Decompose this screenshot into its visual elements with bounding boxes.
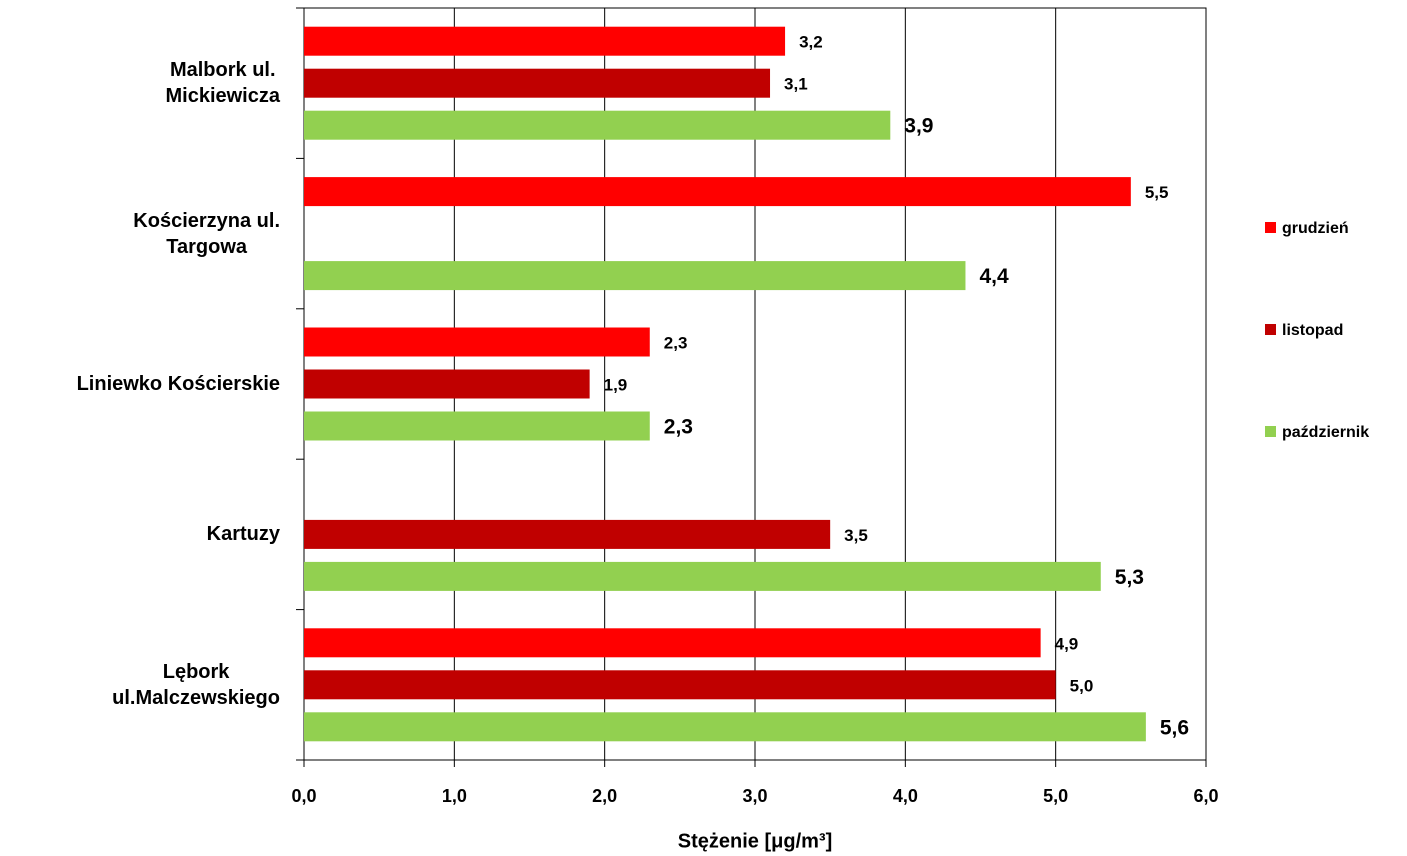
y-tick-label: Liniewko Kościerskie xyxy=(76,373,280,395)
bar xyxy=(304,261,966,291)
bar xyxy=(304,177,1131,207)
bar xyxy=(304,411,650,441)
legend-item: listopad xyxy=(1265,322,1395,424)
bar xyxy=(304,26,786,56)
x-tick-label: 0,0 xyxy=(291,786,316,806)
value-label: 4,9 xyxy=(1055,634,1079,653)
legend-item: październik xyxy=(1265,424,1395,526)
bar xyxy=(304,369,590,399)
y-tick-label: Kościerzyna ul. Targowa xyxy=(133,209,280,258)
legend-swatch xyxy=(1265,426,1276,437)
x-tick-label: 3,0 xyxy=(742,786,767,806)
value-label: 3,2 xyxy=(799,33,823,52)
x-tick-label: 4,0 xyxy=(893,786,918,806)
value-label: 2,3 xyxy=(664,416,693,439)
legend: grudzień listopad październik xyxy=(1265,220,1395,526)
value-label: 4,4 xyxy=(979,265,1009,288)
legend-swatch xyxy=(1265,222,1276,233)
bar xyxy=(304,712,1146,742)
bar xyxy=(304,519,831,549)
legend-item: grudzień xyxy=(1265,220,1395,322)
value-label: 5,0 xyxy=(1070,676,1094,695)
y-tick-label: Lębork ul.Malczewskiego xyxy=(112,660,280,709)
bar xyxy=(304,110,891,140)
x-tick-label: 6,0 xyxy=(1193,786,1218,806)
x-tick-label: 1,0 xyxy=(442,786,467,806)
value-label: 1,9 xyxy=(604,375,628,394)
legend-label: grudzień xyxy=(1282,220,1349,237)
y-tick-label: Kartuzy xyxy=(206,523,280,546)
x-axis-title: Stężenie [μg/m³] xyxy=(678,830,832,852)
bar xyxy=(304,561,1101,591)
x-tick-label: 5,0 xyxy=(1043,786,1068,806)
y-tick-label: Malbork ul. Mickiewicza xyxy=(165,59,280,108)
value-label: 5,5 xyxy=(1145,183,1169,202)
bar xyxy=(304,68,771,98)
bar xyxy=(304,670,1056,700)
value-label: 3,1 xyxy=(784,75,808,94)
legend-label: październik xyxy=(1282,424,1370,441)
x-tick-label: 2,0 xyxy=(592,786,617,806)
legend-swatch xyxy=(1265,324,1276,335)
legend-label: listopad xyxy=(1282,322,1344,339)
value-label: 2,3 xyxy=(664,333,688,352)
value-label: 5,6 xyxy=(1160,716,1189,739)
value-label: 5,3 xyxy=(1115,566,1144,589)
value-label: 3,5 xyxy=(844,526,868,545)
bar xyxy=(304,628,1041,658)
value-label: 3,9 xyxy=(904,115,933,138)
bar xyxy=(304,327,650,357)
